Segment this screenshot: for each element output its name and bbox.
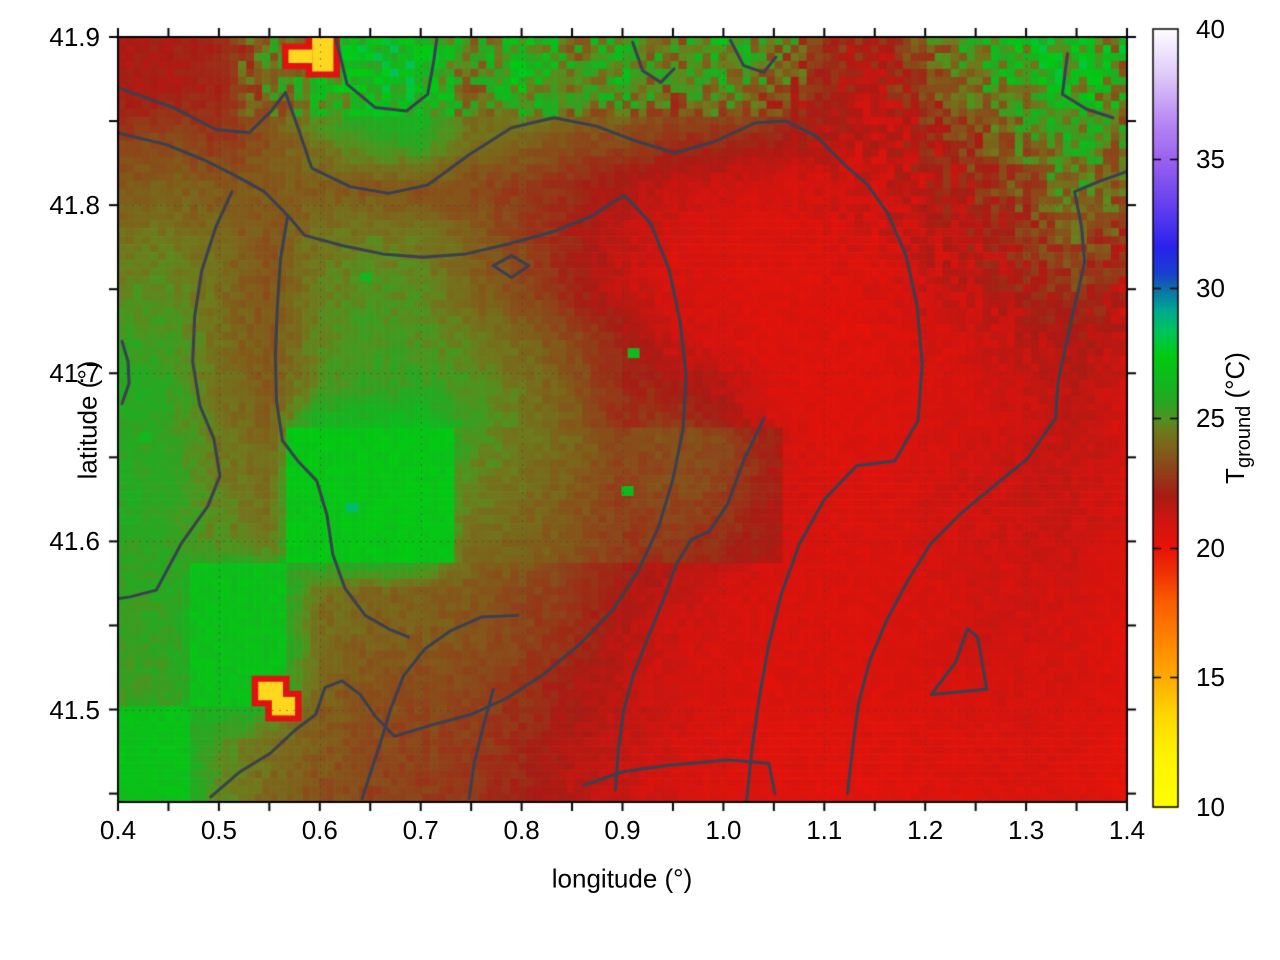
x-tick-label: 1.0 <box>705 815 742 845</box>
colorbar-tick-label: 20 <box>1196 532 1225 563</box>
x-tick-label: 1.3 <box>1008 815 1045 845</box>
colorbar-tick-label: 10 <box>1196 792 1225 822</box>
x-axis-title: longitude (°) <box>551 863 693 894</box>
x-tick-label: 1.1 <box>806 815 843 845</box>
x-tick-label: 0.9 <box>604 815 641 845</box>
y-tick-label: 41.9 <box>49 22 100 52</box>
colorbar-title-main: T <box>1219 468 1250 484</box>
colorbar-tick-label: 40 <box>1196 14 1225 44</box>
x-tick-label: 0.6 <box>301 815 338 845</box>
colorbar-tick-label: 35 <box>1196 143 1225 174</box>
x-tick-label: 0.7 <box>402 815 439 845</box>
colorbar-tick-label: 30 <box>1196 273 1225 304</box>
y-tick-label: 41.6 <box>49 526 100 557</box>
colorbar-tick-label: 15 <box>1196 662 1225 693</box>
y-tick-label: 41.8 <box>49 190 100 221</box>
x-tick-label: 0.8 <box>503 815 540 845</box>
x-tick-label: 0.4 <box>99 815 137 845</box>
x-tick-label: 1.4 <box>1108 815 1146 845</box>
x-tick-label: 1.2 <box>907 815 944 845</box>
colorbar-tick-label: 25 <box>1196 403 1225 433</box>
colorbar-title: Tground (°C) <box>1220 352 1256 484</box>
x-tick-label: 0.5 <box>200 815 237 845</box>
y-axis-title: latitude (°) <box>72 360 103 480</box>
y-tick-label: 41.7 <box>49 358 100 389</box>
colorbar-title-sub: ground <box>1233 405 1256 469</box>
y-tick-label: 41.5 <box>49 694 100 725</box>
colorbar-title-unit: (°C) <box>1219 352 1250 406</box>
